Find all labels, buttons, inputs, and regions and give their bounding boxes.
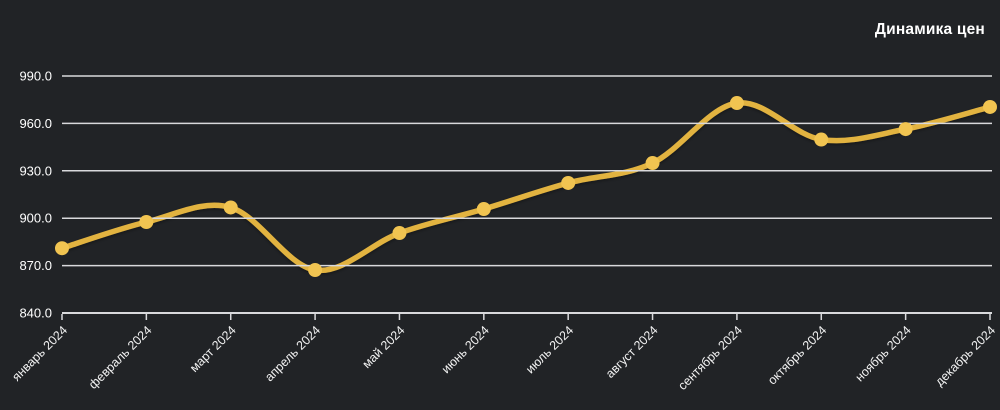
data-point-marker [55, 241, 69, 256]
data-point-marker [983, 99, 997, 114]
x-tick-label: апрель 2024 [262, 323, 323, 384]
chart-title: Динамика цен [874, 21, 985, 38]
x-tick-label: май 2024 [360, 323, 408, 371]
data-point-marker [223, 200, 238, 215]
y-tick-label: 900.0 [19, 211, 52, 226]
x-tick-label: февраль 2024 [86, 323, 155, 392]
data-point-marker [729, 96, 744, 111]
x-tick-label: ноябрь 2024 [853, 323, 914, 384]
data-point-marker [814, 132, 829, 147]
x-tick-label: июнь 2024 [439, 323, 492, 376]
y-tick-label: 870.0 [19, 258, 52, 273]
y-tick-label: 960.0 [19, 116, 52, 131]
y-tick-label: 930.0 [19, 163, 52, 178]
x-tick-label: октябрь 2024 [765, 323, 829, 387]
data-point-marker [308, 263, 323, 278]
x-tick-label: март 2024 [187, 323, 239, 375]
data-point-marker [645, 156, 660, 171]
data-point-marker [561, 175, 576, 190]
data-point-marker [392, 226, 407, 241]
data-point-marker [139, 214, 154, 229]
x-tick-label: сентябрь 2024 [675, 323, 745, 393]
series-line [59, 100, 993, 274]
y-tick-label: 990.0 [19, 69, 52, 84]
data-point-marker [898, 122, 913, 137]
y-tick-label: 840.0 [19, 306, 52, 321]
x-tick-label: июль 2024 [523, 323, 576, 376]
x-tick-label: август 2024 [603, 323, 661, 381]
x-tick-label: декабрь 2024 [932, 323, 998, 389]
x-tick-label: январь 2024 [9, 323, 70, 384]
data-point-marker [476, 202, 491, 217]
